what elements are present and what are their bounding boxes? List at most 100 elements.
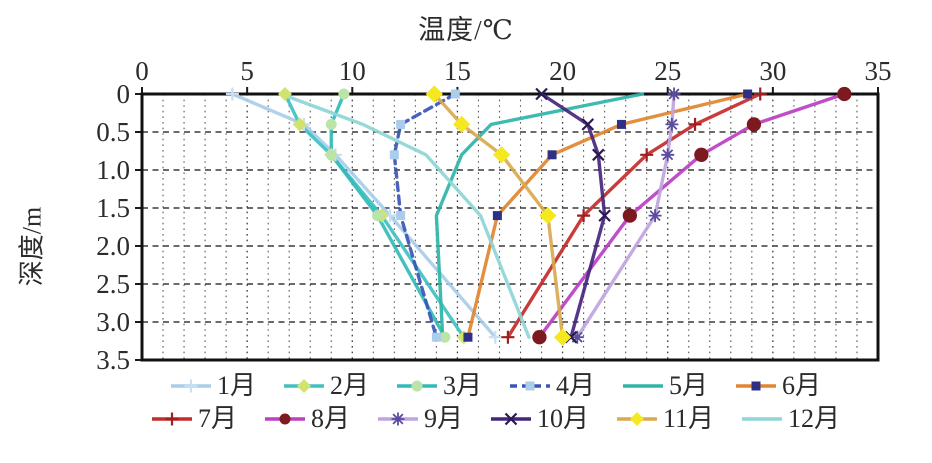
circle-marker xyxy=(279,413,291,425)
square-marker xyxy=(525,381,535,391)
chart-title: 温度/℃ xyxy=(418,15,514,45)
x-tick-label: 20 xyxy=(549,56,576,86)
legend-swatch xyxy=(510,381,550,391)
plus-marker xyxy=(225,87,239,101)
circle-marker xyxy=(439,331,451,343)
circle-marker xyxy=(837,86,852,102)
series-line-6月 xyxy=(466,92,750,339)
y-tick-label: 3.0 xyxy=(96,307,130,337)
diamond-marker xyxy=(296,379,311,394)
diamond-marker xyxy=(277,87,292,101)
plus-marker xyxy=(165,412,179,426)
legend-swatch xyxy=(736,381,777,391)
square-marker xyxy=(743,89,753,99)
series-line-1月 xyxy=(230,92,497,339)
square-marker xyxy=(396,119,406,129)
legend-label: 2月 xyxy=(329,371,369,400)
x-tick-label: 35 xyxy=(865,56,892,86)
square-marker xyxy=(616,119,626,129)
legend-swatch xyxy=(617,411,657,426)
legend-label: 3月 xyxy=(442,371,482,400)
legend-item-4月: 4月 xyxy=(508,371,596,401)
x-marker xyxy=(535,87,548,101)
y-tick-label: 1.0 xyxy=(96,155,130,185)
legend-label: 4月 xyxy=(556,371,596,400)
x-tick-label: 25 xyxy=(654,56,681,86)
legend-swatch xyxy=(623,384,664,388)
circle-marker xyxy=(746,117,762,132)
plus-marker xyxy=(501,330,515,344)
legend-row-1: 1月 2月 3月 4月 5月 6月 xyxy=(70,371,920,401)
legend-item-3月: 3月 xyxy=(395,371,482,401)
legend-swatch xyxy=(170,379,211,393)
x-marker xyxy=(504,412,518,426)
y-tick-label: 2.0 xyxy=(96,231,130,261)
plus-marker xyxy=(184,379,198,393)
legend-label: 8月 xyxy=(310,403,350,433)
x-tick-label: 10 xyxy=(339,56,366,86)
x-tick-label: 5 xyxy=(240,56,254,86)
diamond-marker xyxy=(630,411,644,426)
series-line-12月 xyxy=(279,92,531,339)
square-marker xyxy=(751,381,761,391)
legend-label: 10月 xyxy=(536,403,589,433)
square-marker xyxy=(450,89,460,99)
plus-marker xyxy=(488,330,502,344)
square-marker xyxy=(396,211,406,221)
x-tick-label: 0 xyxy=(135,56,149,86)
star-marker xyxy=(570,330,584,344)
plus-marker xyxy=(640,148,654,162)
diamond-marker xyxy=(292,117,307,132)
star-marker xyxy=(661,148,675,162)
legend-swatch xyxy=(151,412,192,426)
legend-item-9月: 9月 xyxy=(376,403,463,434)
series-line-5月 xyxy=(434,92,645,339)
circle-marker xyxy=(325,149,337,161)
legend-item-1月: 1月 xyxy=(169,371,256,401)
legend-item-7月: 7月 xyxy=(150,403,237,434)
square-marker xyxy=(389,150,399,160)
square-marker xyxy=(492,211,502,221)
diamond-marker xyxy=(539,206,557,225)
circle-marker xyxy=(622,208,638,223)
square-marker xyxy=(431,332,441,342)
legend-row-2: 7月 8月 9月 10月 11月 12月 xyxy=(70,403,920,434)
circle-marker xyxy=(411,380,423,392)
x-tick-label: 15 xyxy=(444,56,471,86)
legend-label: 1月 xyxy=(216,371,256,400)
plus-marker xyxy=(577,209,591,223)
x-tick-label: 30 xyxy=(759,56,786,86)
legend-item-12月: 12月 xyxy=(740,403,841,434)
legend-item-11月: 11月 xyxy=(615,404,714,434)
legend-item-10月: 10月 xyxy=(489,403,589,434)
diamond-marker xyxy=(452,115,471,134)
diamond-marker xyxy=(553,328,572,346)
star-marker xyxy=(648,209,662,223)
x-marker xyxy=(598,209,611,222)
legend-label: 12月 xyxy=(788,403,841,433)
legend-swatch xyxy=(377,412,418,426)
circle-marker xyxy=(325,118,337,130)
legend-item-6月: 6月 xyxy=(734,371,822,401)
y-tick-label: 2.5 xyxy=(96,269,130,299)
y-tick-label: 0 xyxy=(117,79,131,109)
square-marker xyxy=(463,332,473,342)
diamond-marker xyxy=(425,85,443,103)
y-tick-label: 1.5 xyxy=(96,193,130,223)
x-marker xyxy=(581,118,595,131)
star-marker xyxy=(667,87,681,101)
star-marker xyxy=(391,412,405,426)
square-marker xyxy=(547,150,557,160)
legend-label: 7月 xyxy=(197,403,237,433)
legend-label: 9月 xyxy=(423,403,463,433)
legend-swatch xyxy=(742,417,783,421)
circle-marker xyxy=(338,88,350,100)
legend-item-8月: 8月 xyxy=(263,403,350,434)
plus-marker xyxy=(688,117,702,131)
legend-label: 5月 xyxy=(669,371,709,400)
y-tick-label: 3.5 xyxy=(96,345,130,375)
x-marker xyxy=(592,148,605,162)
legend-label: 6月 xyxy=(782,371,822,400)
